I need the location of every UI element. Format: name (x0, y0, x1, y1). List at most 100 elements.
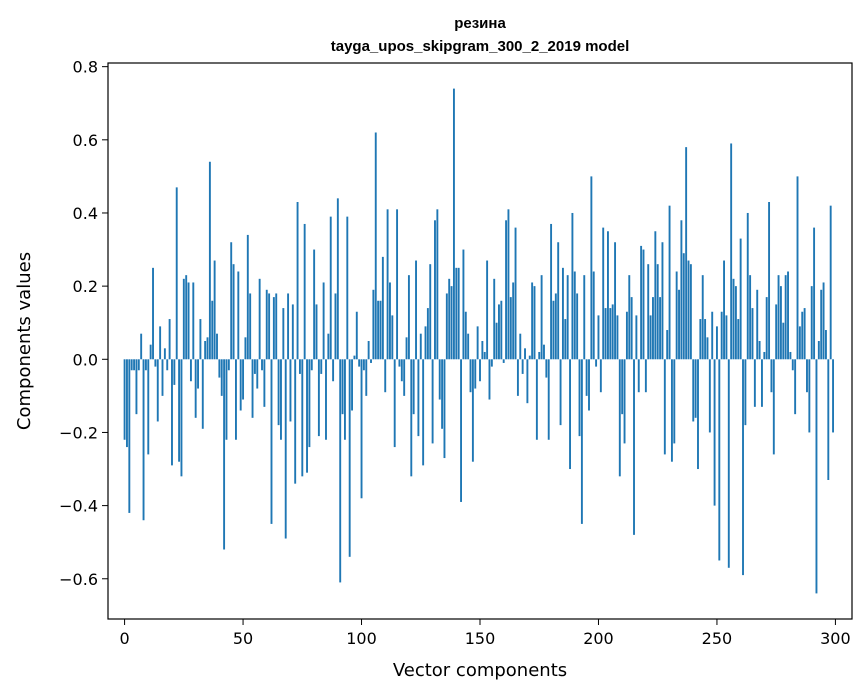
y-tick-label: 0.4 (73, 204, 98, 223)
chart-title: резина (454, 15, 506, 32)
bar (585, 359, 588, 396)
bar (502, 359, 505, 363)
bar (758, 341, 761, 360)
bar (779, 286, 782, 360)
bar (580, 359, 583, 524)
bar (187, 282, 190, 360)
bar (341, 359, 344, 415)
bar (488, 359, 491, 400)
bar (713, 359, 716, 506)
bar (332, 359, 335, 382)
bar (798, 326, 801, 360)
bar (322, 282, 325, 360)
x-tick-label: 0 (119, 629, 129, 648)
bar (469, 359, 472, 393)
bar (199, 319, 202, 360)
bar (815, 359, 818, 594)
bar (261, 359, 263, 371)
bar (284, 359, 287, 539)
bar (144, 359, 147, 371)
bar (770, 359, 773, 393)
bar (294, 359, 297, 484)
bar (614, 242, 617, 360)
bar (670, 359, 673, 462)
bar (495, 322, 498, 360)
bar (135, 359, 138, 415)
bar (725, 315, 728, 360)
bar (732, 278, 735, 360)
bar (443, 359, 446, 459)
bar (659, 297, 662, 360)
bar (832, 359, 834, 433)
bar (789, 351, 792, 360)
bar (540, 275, 543, 360)
bar (291, 304, 294, 360)
bar (493, 278, 496, 360)
bar (699, 319, 702, 360)
bar (687, 260, 690, 360)
bar (621, 359, 624, 415)
bar (137, 359, 140, 371)
bar (808, 359, 811, 433)
bar (389, 282, 391, 360)
bar (673, 359, 676, 444)
bar (434, 220, 436, 360)
bar (777, 275, 780, 360)
bar (327, 333, 330, 360)
bar (498, 304, 500, 360)
y-tick-label: 0.8 (73, 58, 98, 77)
bar (391, 315, 394, 360)
bar (559, 359, 562, 426)
bar (656, 264, 659, 360)
bar (448, 278, 451, 360)
bar (794, 359, 797, 415)
bar (768, 202, 771, 360)
bar (407, 275, 410, 360)
bar (419, 333, 422, 360)
bar (642, 249, 645, 360)
bar (566, 275, 569, 360)
bar (829, 205, 832, 360)
bar (310, 359, 313, 371)
bar (753, 359, 756, 407)
bar (426, 308, 429, 360)
bar (784, 275, 787, 360)
y-tick-label: −0.2 (59, 423, 98, 442)
bar (140, 333, 143, 360)
bar (346, 216, 349, 360)
bar (220, 359, 223, 396)
bar (343, 359, 346, 440)
bar (197, 359, 199, 389)
bar (547, 359, 550, 440)
bar-series (123, 88, 834, 594)
bar (280, 359, 282, 440)
bar (246, 234, 249, 360)
bar (126, 359, 128, 448)
bar (689, 264, 692, 360)
bar (590, 176, 593, 360)
bar (298, 359, 301, 374)
bar (680, 220, 683, 360)
bar (301, 359, 304, 477)
bar (727, 359, 730, 568)
bar (711, 311, 714, 360)
bar (538, 351, 541, 360)
bar (431, 359, 434, 444)
bar (739, 238, 742, 360)
bar (756, 289, 759, 360)
bar (561, 267, 564, 360)
bar (611, 304, 614, 360)
bar (242, 359, 245, 400)
bar (524, 348, 526, 360)
bar (500, 300, 503, 360)
bar (313, 249, 316, 360)
bar (263, 359, 266, 407)
bar (227, 359, 230, 371)
bar (746, 212, 749, 360)
bar (360, 359, 363, 499)
bar (386, 209, 389, 360)
bar (685, 147, 688, 360)
bar (436, 209, 439, 360)
bar (289, 359, 292, 422)
bar (623, 359, 626, 444)
